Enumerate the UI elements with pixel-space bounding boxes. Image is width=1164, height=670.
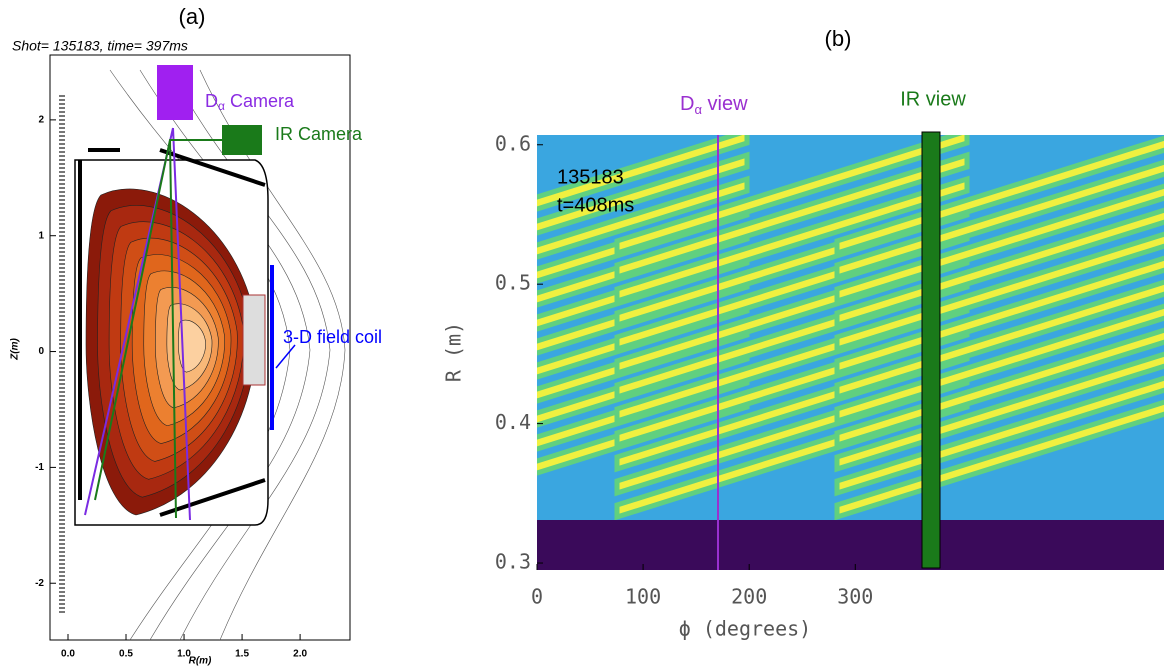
heatmap bbox=[397, 131, 1164, 570]
annotation: IR view bbox=[900, 88, 966, 110]
x-tick-label: 0.0 bbox=[61, 649, 75, 660]
annotation: IR Camera bbox=[275, 124, 363, 144]
annotation: 3-D field coil bbox=[283, 327, 382, 347]
panel-label: (a) bbox=[179, 4, 206, 29]
divertor bbox=[243, 295, 265, 385]
x-tick-label: 1.5 bbox=[235, 649, 249, 660]
coil-arrow bbox=[276, 345, 295, 368]
x-tick-label: 300 bbox=[837, 585, 873, 609]
heatmap-floor bbox=[537, 520, 1164, 570]
y-tick-label: 0.4 bbox=[495, 410, 531, 434]
y-tick-label: 0 bbox=[38, 346, 44, 357]
y-tick-label: -2 bbox=[35, 578, 44, 589]
y-axis-label: R (m) bbox=[442, 322, 466, 382]
x-tick-label: 2.0 bbox=[293, 649, 307, 660]
dalpha-camera bbox=[157, 65, 193, 120]
annotation: 135183 bbox=[557, 166, 624, 188]
annotation: Dα Camera bbox=[205, 91, 295, 113]
annotation: α bbox=[218, 99, 225, 113]
annotation: D bbox=[680, 93, 694, 115]
y-tick-label: -1 bbox=[35, 462, 44, 473]
ir-view-bar bbox=[922, 132, 940, 568]
figure: (a) Shot= 135183, time= 397ms Dα Camera … bbox=[0, 0, 1164, 670]
annotation: Camera bbox=[225, 91, 295, 111]
annotation: D bbox=[205, 91, 218, 111]
annotation: Dα view bbox=[680, 93, 748, 117]
panel-label: (b) bbox=[825, 26, 852, 51]
y-tick-label: 1 bbox=[38, 230, 44, 241]
annotation: t=408ms bbox=[557, 194, 634, 216]
x-tick-label: 100 bbox=[625, 585, 661, 609]
chart-title: Shot= 135183, time= 397ms bbox=[12, 38, 188, 54]
x-tick-label: 200 bbox=[731, 585, 767, 609]
y-tick-label: 2 bbox=[38, 115, 44, 126]
x-tick-label: 1.0 bbox=[177, 649, 191, 660]
x-tick-label: 0.5 bbox=[119, 649, 133, 660]
annotation: view bbox=[702, 93, 748, 115]
y-tick-label: 0.3 bbox=[495, 550, 531, 574]
y-axis-label: Z(m) bbox=[10, 338, 21, 361]
x-axis-label: R(m) bbox=[189, 656, 212, 667]
y-tick-label: 0.6 bbox=[495, 131, 531, 155]
ir-camera bbox=[222, 125, 262, 155]
y-tick-label: 0.5 bbox=[495, 271, 531, 295]
x-tick-label: 0 bbox=[531, 585, 543, 609]
x-axis-label: ϕ (degrees) bbox=[679, 617, 811, 641]
